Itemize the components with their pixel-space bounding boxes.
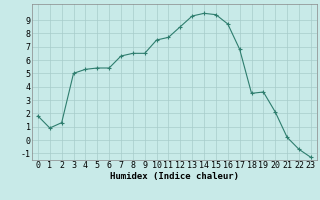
X-axis label: Humidex (Indice chaleur): Humidex (Indice chaleur) <box>110 172 239 181</box>
